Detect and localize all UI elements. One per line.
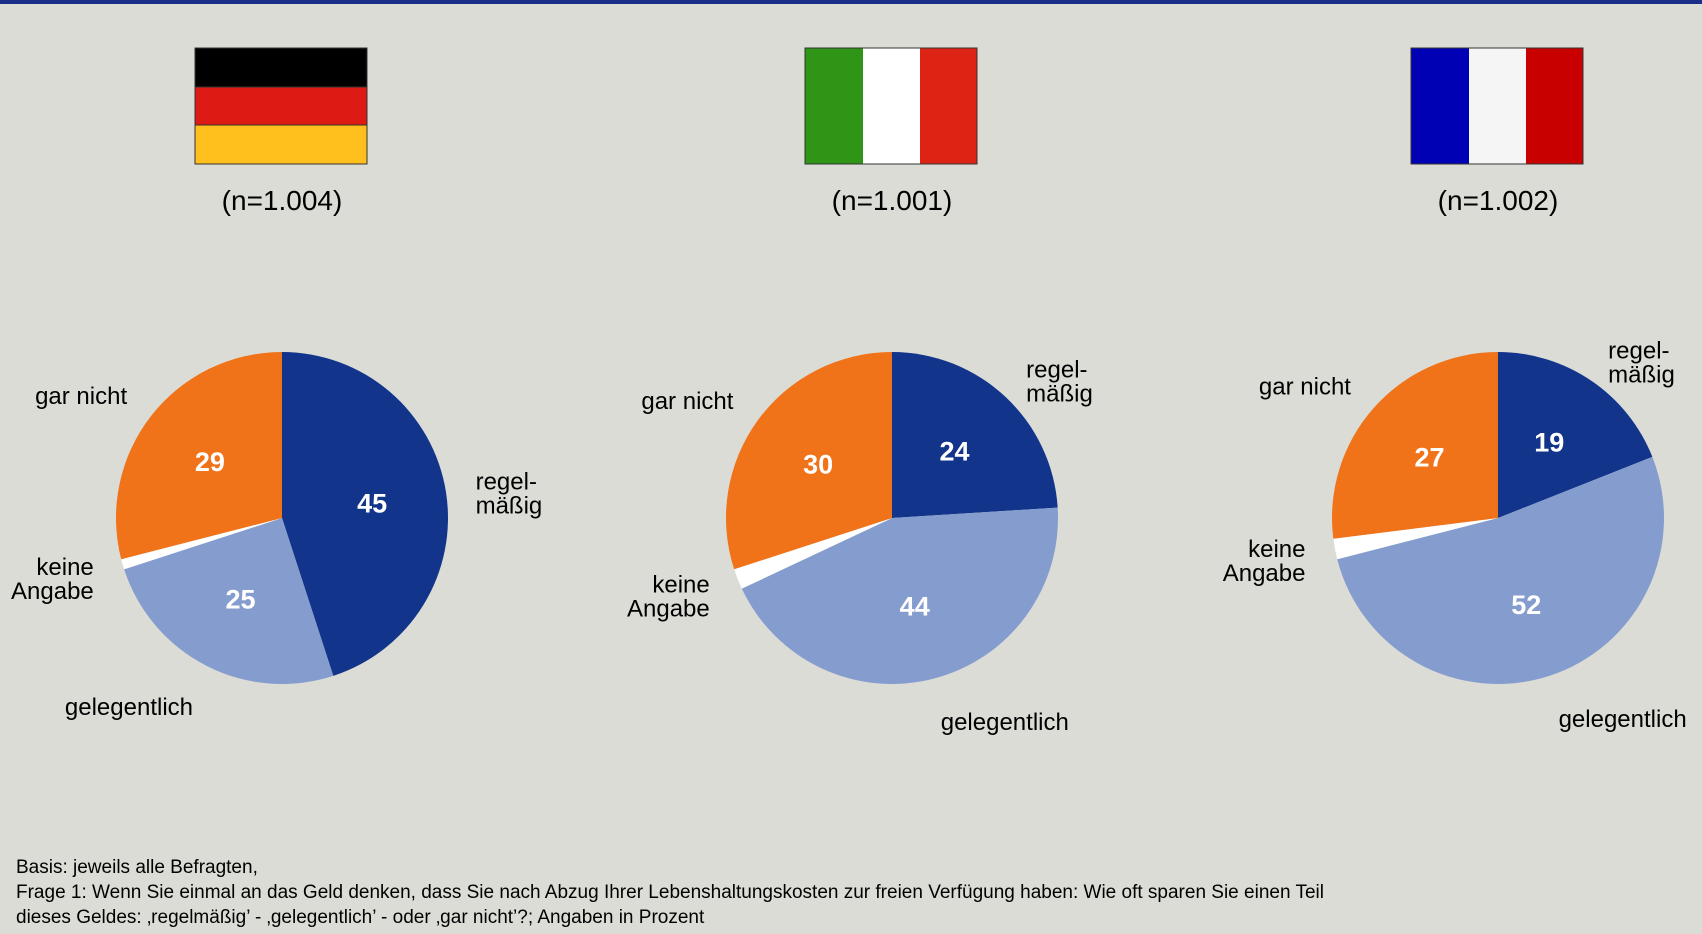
slice-label: gar nicht <box>641 388 733 415</box>
pie-slice <box>1337 456 1665 685</box>
slice-value: 29 <box>195 447 225 477</box>
pie-subtitle: (n=1.004) <box>222 185 343 216</box>
pie-slice <box>1333 518 1498 560</box>
slice-label: keine Angabe <box>1223 536 1306 587</box>
pie-slice <box>1332 352 1498 539</box>
flag-italy <box>804 47 978 165</box>
pie-slice <box>115 352 282 560</box>
slice-value: 45 <box>357 489 387 519</box>
slice-label: keine Angabe <box>11 554 94 605</box>
slice-label: gar nicht <box>35 383 127 410</box>
pie-slice <box>892 352 1058 518</box>
pie-slice <box>124 518 334 684</box>
slice-value: 25 <box>226 584 256 614</box>
pie-slice <box>282 352 448 676</box>
slice-label: regel-mäßig <box>476 469 543 520</box>
slice-value: 52 <box>1511 590 1541 620</box>
flag-france <box>1410 47 1584 165</box>
pie-slice <box>726 352 892 570</box>
pie-slice <box>734 518 892 589</box>
slice-label: gar nicht <box>1259 374 1351 401</box>
footnote: Basis: jeweils alle Befragten, <box>16 857 258 878</box>
slice-label: keine Angabe <box>627 572 710 623</box>
slice-value: 19 <box>1534 427 1564 457</box>
pie-slice <box>741 507 1058 685</box>
pie-slice <box>121 518 282 570</box>
flag-germany <box>194 47 368 165</box>
slice-value: 30 <box>803 449 833 479</box>
pie-subtitle: (n=1.002) <box>1438 185 1559 216</box>
slice-label: regel-mäßig <box>1608 338 1675 389</box>
slice-label: regel-mäßig <box>1026 357 1093 408</box>
slice-value: 44 <box>900 591 930 621</box>
slice-value: 27 <box>1414 443 1444 473</box>
pie-subtitle: (n=1.001) <box>832 185 953 216</box>
footnote: Frage 1: Wenn Sie einmal an das Geld den… <box>16 882 1324 903</box>
pie-slice <box>1498 352 1653 518</box>
slice-value: 24 <box>939 436 969 466</box>
slice-label: gelegentlich <box>65 694 193 721</box>
top-border <box>0 0 1702 4</box>
slice-label: gelegentlich <box>1559 706 1687 733</box>
slice-label: gelegentlich <box>941 709 1069 736</box>
footnote: dieses Geldes: ‚regelmäßig’ - ‚gelegentl… <box>16 907 705 928</box>
